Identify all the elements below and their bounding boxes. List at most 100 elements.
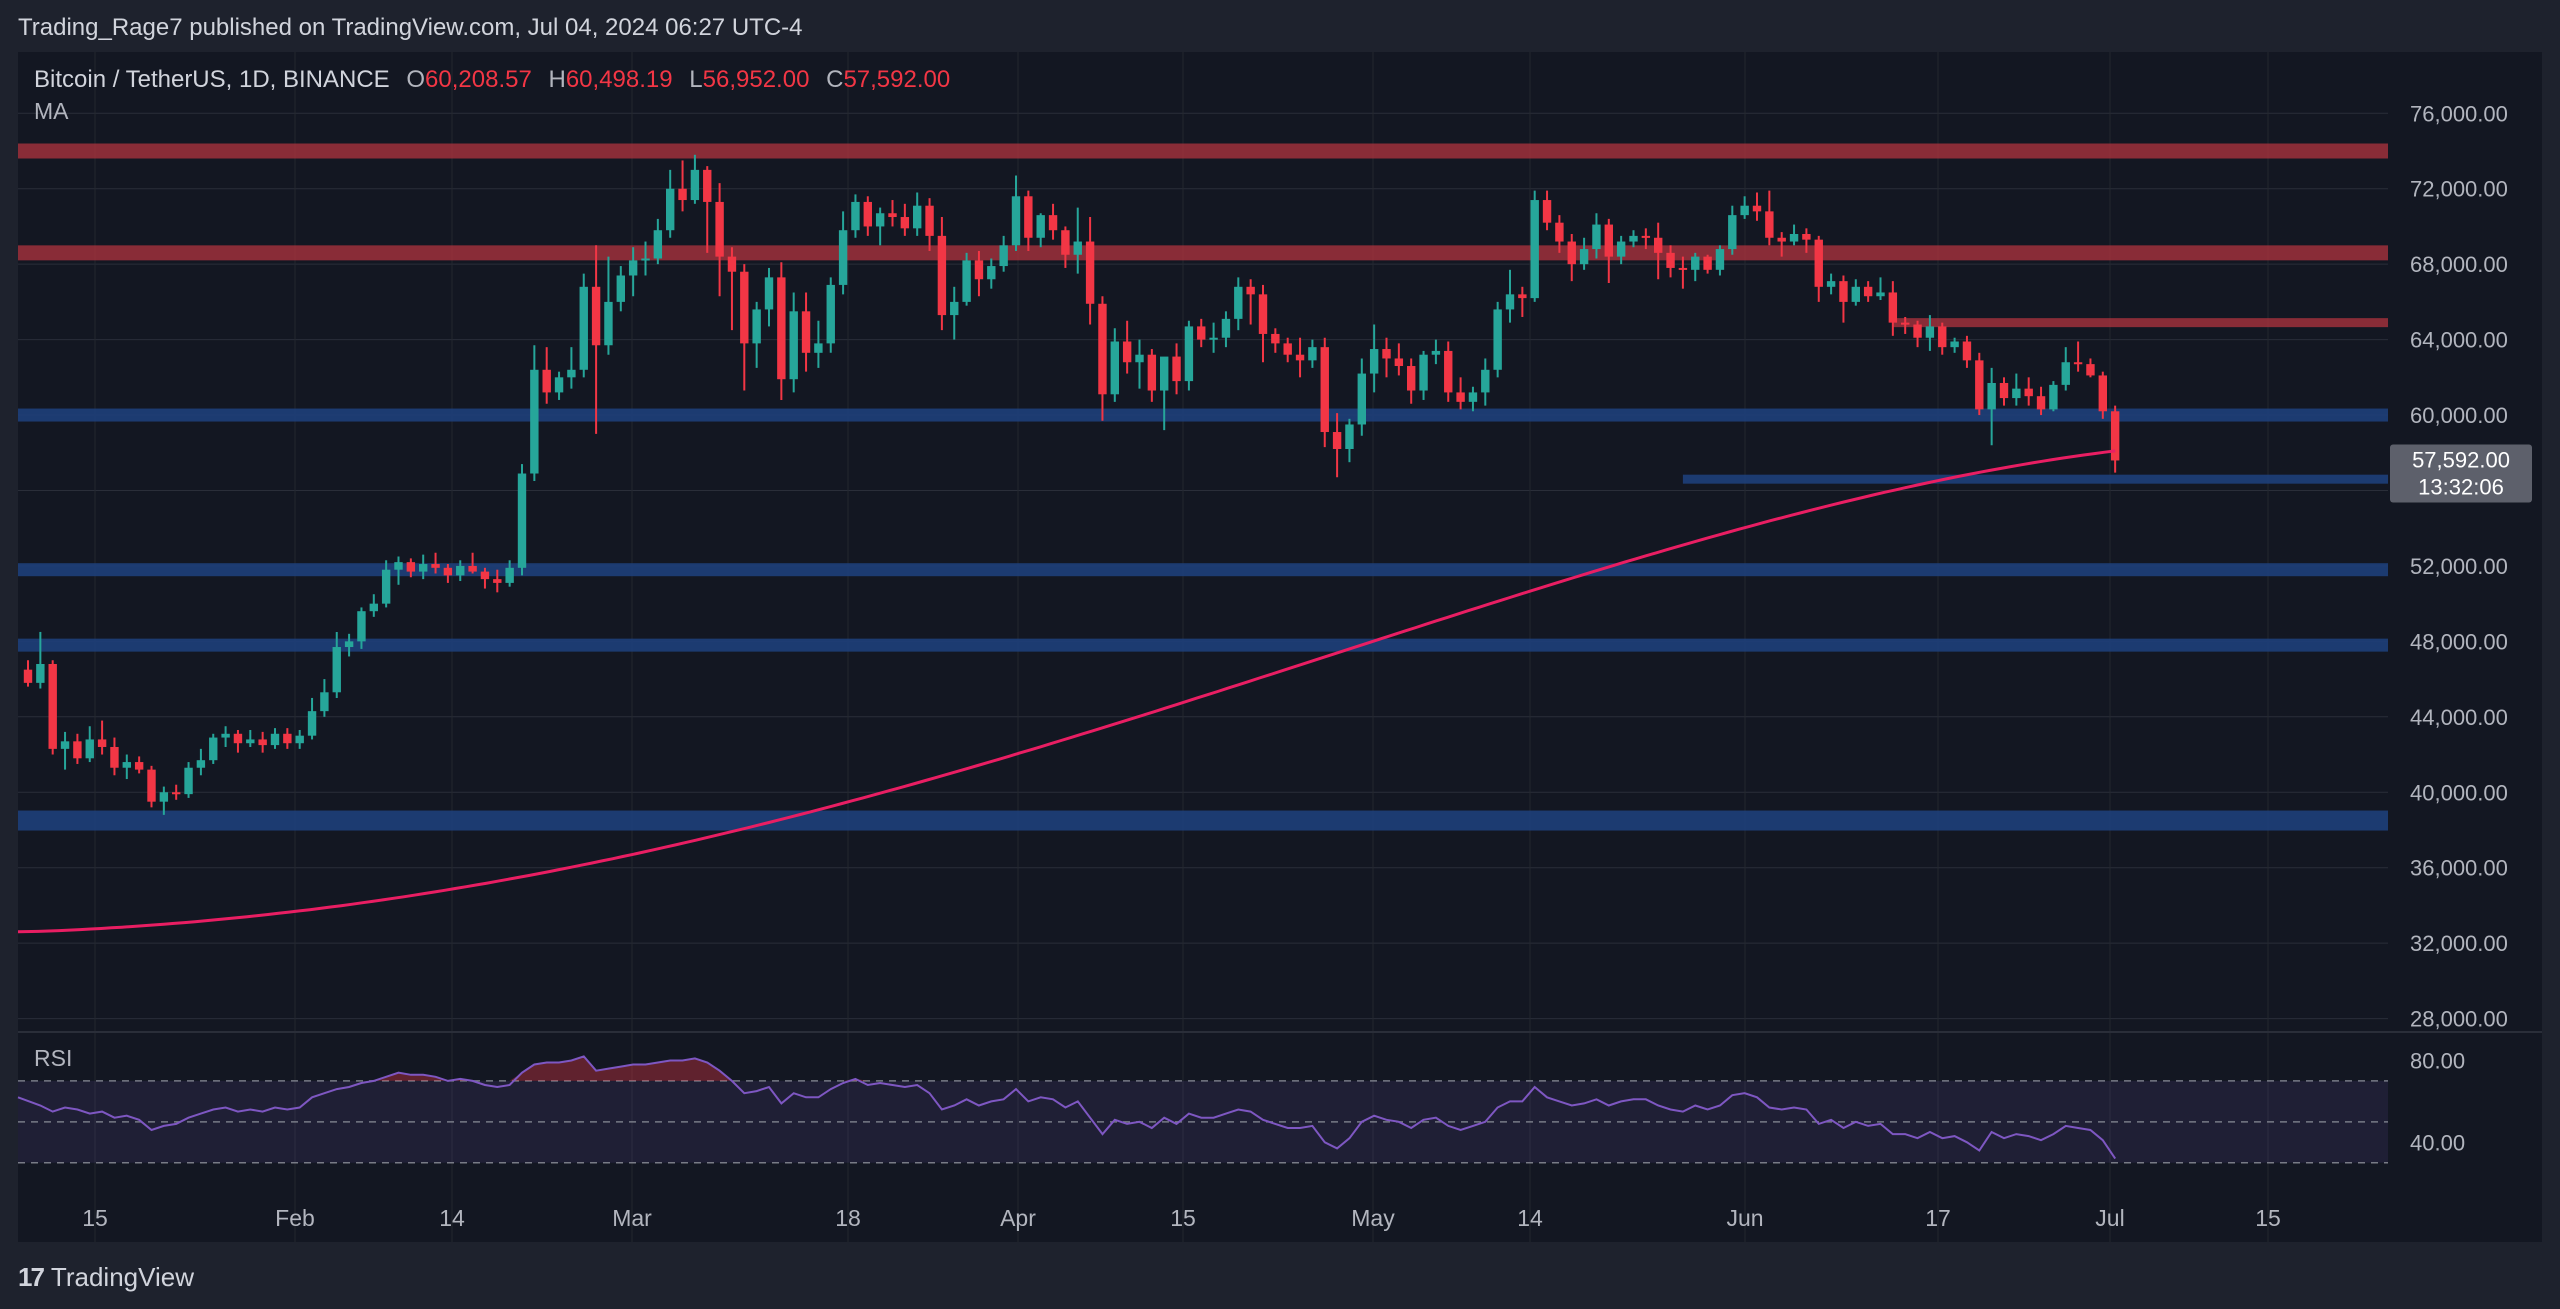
candle [147, 765, 156, 808]
last-price-countdown: 13:32:06 [2418, 474, 2504, 499]
candle [1839, 275, 1848, 323]
candle [1246, 279, 1255, 325]
candle-body [394, 562, 403, 570]
candle-body [2073, 362, 2083, 365]
symbol-name: Bitcoin / TetherUS, 1D, BINANCE [34, 66, 390, 93]
close-label: C [826, 66, 844, 93]
candle-body [1938, 326, 1947, 348]
candle-body [493, 579, 502, 583]
candle [851, 194, 860, 238]
candle [579, 273, 588, 378]
candle [999, 235, 1008, 272]
candle [801, 292, 811, 372]
candle-body [1752, 205, 1762, 212]
price-zones [18, 143, 2388, 831]
candle-body [1320, 347, 1329, 433]
candle [1987, 367, 1996, 446]
candle-body [801, 311, 811, 353]
candle [900, 203, 910, 236]
candle-body [1777, 237, 1786, 242]
time-tick-label: 15 [2255, 1205, 2281, 1231]
candle-body [604, 301, 613, 346]
candle-body [1456, 392, 1465, 402]
candle [838, 211, 848, 295]
candle-body [999, 245, 1008, 267]
candle-body [530, 369, 539, 474]
candle [110, 737, 119, 776]
candle [23, 660, 33, 687]
candle [2024, 377, 2033, 406]
candle-body [2012, 388, 2021, 399]
candle [1407, 358, 1416, 404]
candle [690, 154, 700, 204]
candle [1122, 320, 1132, 374]
candle-body [1098, 303, 1107, 395]
candle-body [1579, 249, 1589, 265]
rsi-indicator-label[interactable]: RSI [34, 1045, 73, 1071]
candle-body [1765, 211, 1774, 238]
candle-body [1295, 354, 1305, 361]
candle-body [2061, 362, 2070, 385]
candle [1505, 269, 1515, 323]
candle-body [480, 571, 490, 580]
candle [1777, 232, 1786, 257]
candle-body [1160, 356, 1169, 391]
candle [85, 726, 94, 763]
candle-body [1407, 366, 1416, 391]
candle [703, 166, 712, 253]
candle-body [1913, 324, 1922, 338]
publisher-header: Trading_Rage7 published on TradingView.c… [18, 14, 803, 41]
candle-body [1246, 286, 1255, 295]
candle [567, 347, 576, 389]
candle [1913, 320, 1922, 348]
candle-body [1555, 222, 1564, 242]
support-zone [18, 563, 2388, 577]
resistance-zone [1892, 318, 2388, 328]
candle-body [1987, 382, 1996, 410]
candle-body [196, 760, 206, 768]
candle [419, 554, 428, 580]
candle [1209, 322, 1218, 353]
candle [2073, 341, 2083, 372]
candle [184, 762, 193, 798]
candle-body [789, 311, 798, 380]
candle-body [122, 762, 131, 768]
candle-body [344, 641, 354, 648]
candle [320, 679, 329, 717]
candle-body [517, 473, 527, 568]
candle [1814, 235, 1823, 302]
candle-body [159, 792, 169, 802]
candle [1283, 337, 1292, 363]
time-tick-label: 15 [1170, 1205, 1196, 1231]
candle-body [950, 301, 959, 316]
candle-body [727, 256, 737, 272]
support-zone [1682, 474, 2388, 484]
candle [2098, 371, 2107, 419]
last-price-value: 57,592.00 [2412, 447, 2510, 472]
candle [1320, 337, 1329, 448]
candle-body [134, 762, 144, 770]
candle-body [1011, 196, 1021, 246]
candle [666, 169, 675, 238]
candle [172, 784, 181, 800]
ma-indicator-label[interactable]: MA [34, 98, 69, 124]
candle [1357, 358, 1366, 436]
candle [1098, 296, 1107, 421]
candle [1579, 237, 1589, 270]
time-tick-label: 14 [439, 1205, 465, 1231]
tradingview-brand[interactable]: 17 TradingView [18, 1262, 194, 1293]
candle [653, 218, 663, 265]
candle-body [1814, 239, 1823, 287]
symbol-legend[interactable]: Bitcoin / TetherUS, 1D, BINANCE O60,208.… [34, 66, 950, 94]
rsi-line [17, 1055, 2117, 1160]
candle [2049, 381, 2058, 412]
candle [36, 631, 45, 689]
candle-body [369, 603, 378, 612]
candle [233, 730, 243, 753]
candle [443, 564, 453, 583]
candle-body [147, 769, 156, 802]
candle [1085, 217, 1095, 325]
candle [628, 247, 638, 297]
price-tick-label: 60,000.00 [2410, 403, 2508, 428]
